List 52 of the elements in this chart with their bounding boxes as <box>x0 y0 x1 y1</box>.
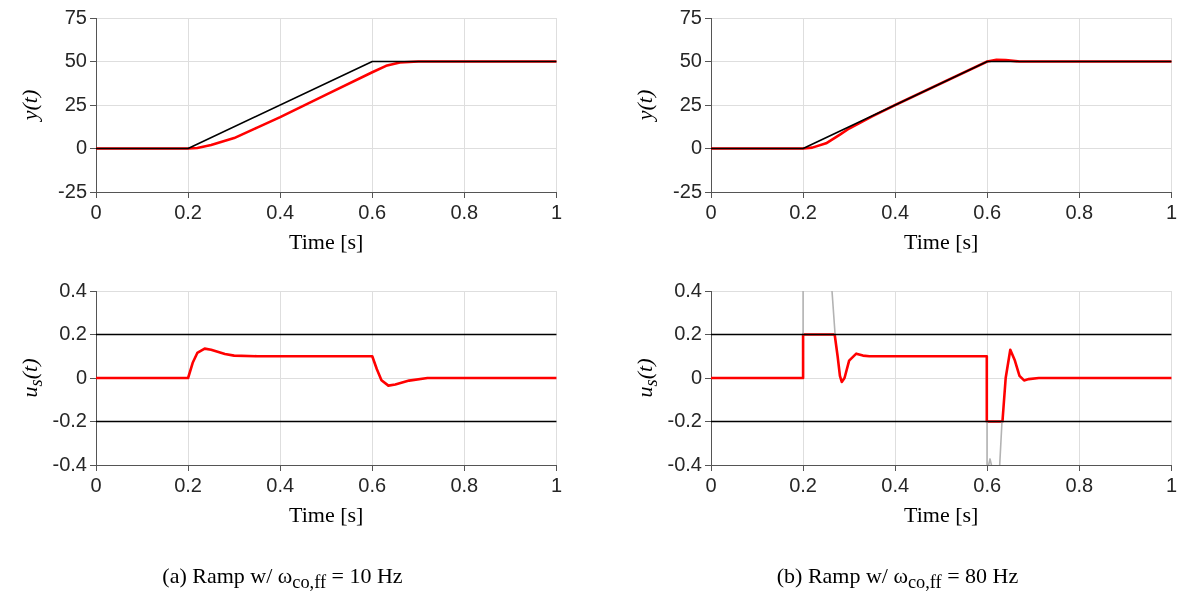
y-tick-label: 0.2 <box>59 322 87 345</box>
x-tick-label: 0.6 <box>358 200 387 223</box>
y-tick-label: -0.4 <box>52 452 87 475</box>
x-tick-label: 0.8 <box>1065 200 1094 223</box>
x-tick-label: 0.8 <box>450 473 479 496</box>
x-tick-label: 0 <box>90 200 102 223</box>
y-tick-label: 0.2 <box>674 322 702 345</box>
x-tick-label: 1 <box>1165 473 1177 496</box>
x-tick-label: 0.6 <box>973 200 1002 223</box>
x-axis-title: Time [s] <box>904 501 979 527</box>
x-tick-label: 0.2 <box>789 200 817 223</box>
y-tick-label: 0 <box>690 136 702 159</box>
x-axis-title: Time [s] <box>289 501 364 527</box>
y-tick-label: 0 <box>75 365 87 388</box>
y-tick-label: 25 <box>64 92 87 115</box>
x-axis-title: Time [s] <box>904 228 979 254</box>
x-tick-label: 0.2 <box>789 473 817 496</box>
x-tick-label: 0.4 <box>881 473 910 496</box>
x-tick-label: 0 <box>705 473 717 496</box>
y-tick-label: 50 <box>64 49 87 72</box>
y-tick-label: -25 <box>58 179 87 202</box>
y-tick-label: 50 <box>679 49 702 72</box>
y-tick-label: 0.4 <box>674 278 702 301</box>
text: (a) Ramp w/ ω$_{co,ff}$ = 10 Hz <box>161 563 404 594</box>
y-tick-label: -0.2 <box>667 409 702 432</box>
x-tick-label: 0.8 <box>450 200 479 223</box>
y-tick-label: 25 <box>679 92 702 115</box>
x-tick-label: 0.6 <box>973 473 1002 496</box>
x-tick-label: 0.4 <box>881 200 910 223</box>
x-tick-label: 0 <box>705 200 717 223</box>
x-tick-label: 1 <box>550 473 562 496</box>
y-tick-label: 75 <box>64 5 87 28</box>
x-tick-label: 1 <box>1165 200 1177 223</box>
y-tick-label: 0 <box>690 365 702 388</box>
y-tick-label: -0.2 <box>52 409 87 432</box>
text: (b) Ramp w/ ω$_{co,ff}$ = 80 Hz <box>775 563 1020 594</box>
x-tick-label: 0 <box>90 473 102 496</box>
x-axis-title: Time [s] <box>289 228 364 254</box>
y-axis-title: y(t) <box>16 88 43 124</box>
x-tick-label: 0.2 <box>174 473 202 496</box>
y-tick-label: 75 <box>679 5 702 28</box>
x-tick-label: 0.6 <box>358 473 387 496</box>
x-tick-label: 0.4 <box>266 473 295 496</box>
x-tick-label: 0.2 <box>174 200 202 223</box>
y-tick-label: -0.4 <box>667 452 702 475</box>
y-axis-title: y(t) <box>631 88 658 124</box>
y-tick-label: 0.4 <box>59 278 87 301</box>
x-tick-label: 0.4 <box>266 200 295 223</box>
y-tick-label: 0 <box>75 136 87 159</box>
y-tick-label: -25 <box>673 179 702 202</box>
x-tick-label: 1 <box>550 200 562 223</box>
x-tick-label: 0.8 <box>1065 473 1094 496</box>
